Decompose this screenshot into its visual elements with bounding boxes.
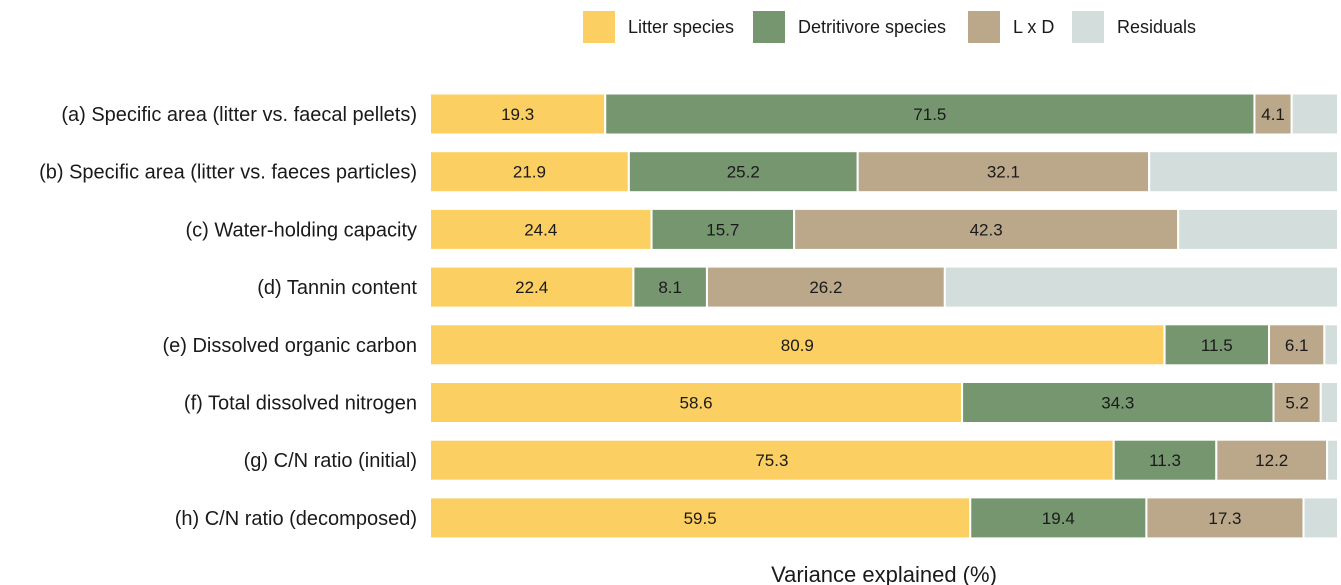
- bar-segment-residuals: [943, 265, 1340, 309]
- value-label: 22.4: [515, 278, 548, 297]
- bar-segment-litter-species: [429, 92, 607, 136]
- category-label: (g) C/N ratio (initial): [244, 450, 417, 472]
- legend: Litter species Detritivore species L x D Re…: [583, 11, 1196, 43]
- bar-segment-litter-species: [429, 496, 972, 540]
- legend-swatch-litter-species: [583, 11, 615, 43]
- bar-segment-detritivore-species: [1163, 323, 1270, 367]
- bars: [429, 92, 1340, 540]
- value-label: 42.3: [970, 220, 1003, 239]
- bar-segment-detritivore-species: [604, 92, 1256, 136]
- value-label: 75.3: [755, 451, 788, 470]
- bar-segment-l-x-d: [856, 150, 1151, 194]
- bar-segment-residuals: [1326, 438, 1339, 482]
- bar-segment-residuals: [1148, 150, 1340, 194]
- value-labels: 19.3 71.5 4.1 21.9 25.2 32.1 24.4 15.7 42.3 22.4 8…: [501, 105, 1309, 528]
- category-label: (a) Specific area (litter vs. faecal pel…: [61, 104, 417, 126]
- bar-segment-litter-species: [429, 438, 1115, 482]
- value-label: 71.5: [913, 105, 946, 124]
- category-label: (h) C/N ratio (decomposed): [175, 508, 417, 530]
- value-label: 58.6: [679, 394, 712, 413]
- legend-label: Litter species: [628, 17, 734, 37]
- bar-segment-residuals: [1319, 381, 1339, 424]
- bar-segment-residuals: [1302, 496, 1339, 540]
- bar-segment-detritivore-species: [627, 150, 859, 194]
- bar-segment-litter-species: [429, 323, 1166, 367]
- value-label: 34.3: [1101, 394, 1134, 413]
- value-label: 26.2: [809, 278, 842, 297]
- legend-swatch-residuals: [1072, 11, 1104, 43]
- value-label: 6.1: [1285, 336, 1309, 355]
- bar-segment-detritivore-species: [961, 381, 1275, 424]
- category-labels: (a) Specific area (litter vs. faecal pel…: [39, 104, 417, 530]
- legend-swatch-l-x-d: [968, 11, 1000, 43]
- value-label: 5.2: [1285, 394, 1309, 413]
- value-label: 32.1: [987, 163, 1020, 182]
- bar-segment-detritivore-species: [1112, 438, 1218, 482]
- value-label: 15.7: [706, 220, 739, 239]
- value-label: 24.4: [524, 220, 557, 239]
- value-label: 8.1: [658, 278, 682, 297]
- bar-segment-litter-species: [429, 265, 635, 309]
- category-label: (c) Water-holding capacity: [185, 219, 417, 241]
- value-label: 21.9: [513, 163, 546, 182]
- legend-label: Residuals: [1117, 17, 1196, 37]
- category-label: (b) Specific area (litter vs. faeces par…: [39, 162, 417, 184]
- legend-swatch-detritivore-species: [753, 11, 785, 43]
- value-label: 11.5: [1201, 336, 1233, 355]
- bar-segment-l-x-d: [793, 207, 1180, 251]
- value-label: 25.2: [727, 163, 760, 182]
- legend-label: L x D: [1013, 17, 1054, 37]
- value-label: 19.3: [501, 105, 534, 124]
- bar-segment-residuals: [1290, 92, 1339, 136]
- bar-segment-residuals: [1323, 323, 1340, 367]
- legend-label: Detritivore species: [798, 17, 946, 37]
- category-label: (d) Tannin content: [257, 277, 417, 299]
- bar-segment-litter-species: [429, 207, 653, 251]
- value-label: 17.3: [1208, 509, 1241, 528]
- category-label: (e) Dissolved organic carbon: [162, 335, 417, 357]
- bar-segment-residuals: [1177, 207, 1339, 251]
- value-label: 19.4: [1042, 509, 1075, 528]
- value-label: 80.9: [781, 336, 814, 355]
- bar-segment-detritivore-species: [969, 496, 1148, 540]
- value-label: 11.3: [1149, 451, 1181, 470]
- x-axis-title: Variance explained (%): [771, 562, 997, 585]
- value-label: 4.1: [1261, 105, 1285, 124]
- category-label: (f) Total dissolved nitrogen: [184, 393, 417, 415]
- bar-segment-detritivore-species: [650, 207, 796, 251]
- bar-segment-l-x-d: [1253, 92, 1293, 136]
- value-label: 59.5: [684, 509, 717, 528]
- bar-segment-litter-species: [429, 381, 964, 424]
- bar-segment-l-x-d: [705, 265, 946, 309]
- value-label: 12.2: [1255, 451, 1288, 470]
- bar-segment-l-x-d: [1215, 438, 1329, 482]
